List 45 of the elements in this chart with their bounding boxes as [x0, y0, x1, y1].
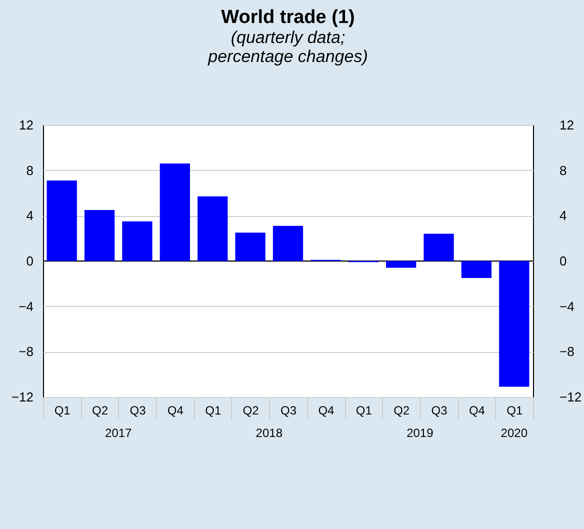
text: 2019 [406, 426, 434, 440]
bar [160, 164, 190, 261]
y-tick-label: −8 [18, 344, 34, 360]
bar [461, 261, 492, 278]
bar [122, 221, 152, 261]
bar [499, 261, 530, 387]
bar [198, 196, 228, 261]
y2-tick-label: 4 [560, 208, 567, 224]
text: percentage changes) [208, 47, 368, 66]
y2-tick-label: −4 [560, 298, 574, 314]
y-tick-label: 4 [26, 208, 34, 224]
x-tick-label: Q4 [167, 404, 184, 418]
bar [46, 180, 77, 261]
text: (quarterly data; [230, 28, 346, 47]
chart-title: World trade (1) [221, 7, 355, 28]
x-tick-label: Q1 [205, 404, 222, 418]
y2-tick-label: 12 [560, 118, 574, 132]
text: 2017 [105, 426, 132, 440]
y-tick-label: 0 [26, 254, 34, 268]
y-tick-label: 8 [26, 162, 34, 178]
x-tick-label: Q1 [506, 404, 523, 418]
x-tick-label: Q4 [468, 404, 486, 418]
text: 2020 [500, 426, 528, 440]
x-tick-label: Q2 [394, 404, 410, 418]
y2-tick-label: −12 [560, 390, 582, 404]
y2-tick-label: 0 [560, 254, 567, 268]
y2-tick-label: 8 [560, 162, 567, 178]
x-tick-label: Q2 [242, 404, 260, 418]
bar [235, 232, 266, 261]
x-tick-label: Q2 [92, 404, 108, 418]
bar [272, 226, 304, 261]
x-tick-label: Q3 [280, 404, 297, 418]
y-tick-label: −4 [18, 298, 34, 314]
x-tick-label: Q1 [356, 404, 372, 418]
x-tick-label: Q1 [54, 404, 71, 418]
y-tick-label: −12 [11, 390, 34, 404]
x-tick-label: Q3 [130, 404, 146, 418]
x-tick-label: Q3 [431, 404, 448, 418]
y2-tick-label: −8 [560, 344, 574, 360]
bar [84, 210, 115, 261]
x-tick-label: Q4 [318, 404, 335, 418]
y-tick-label: 12 [19, 118, 34, 132]
bar [424, 234, 454, 261]
bar [386, 261, 416, 268]
text: 2018 [256, 426, 283, 440]
